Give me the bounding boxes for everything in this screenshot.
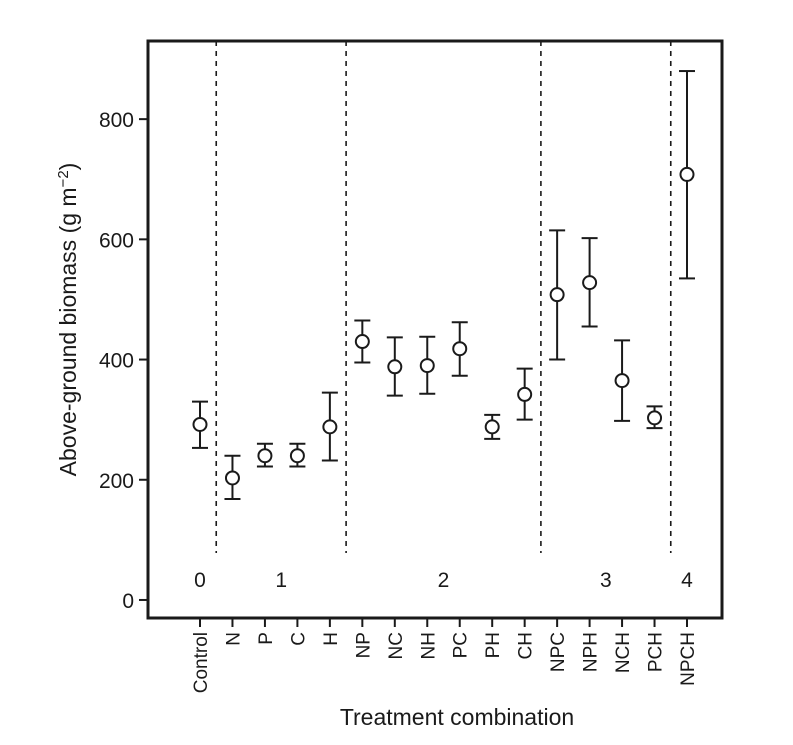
data-point xyxy=(679,166,695,182)
data-point xyxy=(289,448,305,464)
data-point xyxy=(647,410,663,426)
y-tick-label: 200 xyxy=(99,470,134,493)
data-point xyxy=(614,373,630,389)
data-point xyxy=(419,358,435,374)
y-axis: 0 200 400 600 800 xyxy=(99,109,148,613)
data-point xyxy=(484,419,500,435)
y-tick-label: 800 xyxy=(99,109,134,132)
data-point xyxy=(549,287,565,303)
data-points xyxy=(192,166,695,486)
y-axis-title-superscript: −2 xyxy=(55,170,72,187)
x-tick-label: H xyxy=(321,632,342,646)
data-point xyxy=(257,448,273,464)
y-axis-title-close: ) xyxy=(55,163,81,171)
data-point xyxy=(452,341,468,357)
x-tick-label: NPC xyxy=(548,632,569,672)
x-tick-label: PH xyxy=(483,632,504,658)
x-tick-label: NH xyxy=(418,632,439,659)
y-axis-title-main: Above-ground biomass (g m xyxy=(55,187,81,476)
y-tick-label: 0 xyxy=(122,590,134,613)
data-point xyxy=(224,470,240,486)
x-tick-label: PC xyxy=(451,632,472,658)
x-tick-label: Control xyxy=(191,632,212,693)
group-labels: 0 1 2 3 4 xyxy=(194,569,693,592)
x-tick-label: C xyxy=(288,632,309,646)
y-axis-title: Above-ground biomass (g m−2) xyxy=(55,163,81,477)
data-point xyxy=(517,386,533,402)
data-point xyxy=(582,275,598,291)
x-tick-label: NP xyxy=(353,632,374,658)
data-point xyxy=(387,359,403,375)
group-label: 4 xyxy=(681,569,693,592)
plot-frame xyxy=(146,39,724,620)
group-label: 2 xyxy=(438,569,450,592)
x-tick-label: PCH xyxy=(646,632,667,672)
x-tick-label: P xyxy=(256,632,277,645)
error-bars xyxy=(192,70,695,500)
y-tick-label: 400 xyxy=(99,350,134,373)
x-axis-title: Treatment combination xyxy=(340,704,574,730)
x-tick-label: NPCH xyxy=(678,632,699,686)
data-point xyxy=(322,419,338,435)
x-tick-label: NCH xyxy=(613,632,634,673)
group-dividers xyxy=(215,41,672,553)
x-tick-label: NPH xyxy=(581,632,602,672)
group-label: 3 xyxy=(600,569,612,592)
x-tick-label: N xyxy=(223,632,244,646)
y-tick-label: 600 xyxy=(99,229,134,252)
group-label: 0 xyxy=(194,569,206,592)
x-tick-label: NC xyxy=(386,632,407,659)
x-axis: Control N P C H NP NC NH PC PH CH NPC NPH NCH PCH NPCH xyxy=(191,618,699,693)
data-point xyxy=(354,334,370,350)
x-tick-label: CH xyxy=(516,632,537,659)
group-label: 1 xyxy=(275,569,287,592)
data-point xyxy=(192,416,208,432)
